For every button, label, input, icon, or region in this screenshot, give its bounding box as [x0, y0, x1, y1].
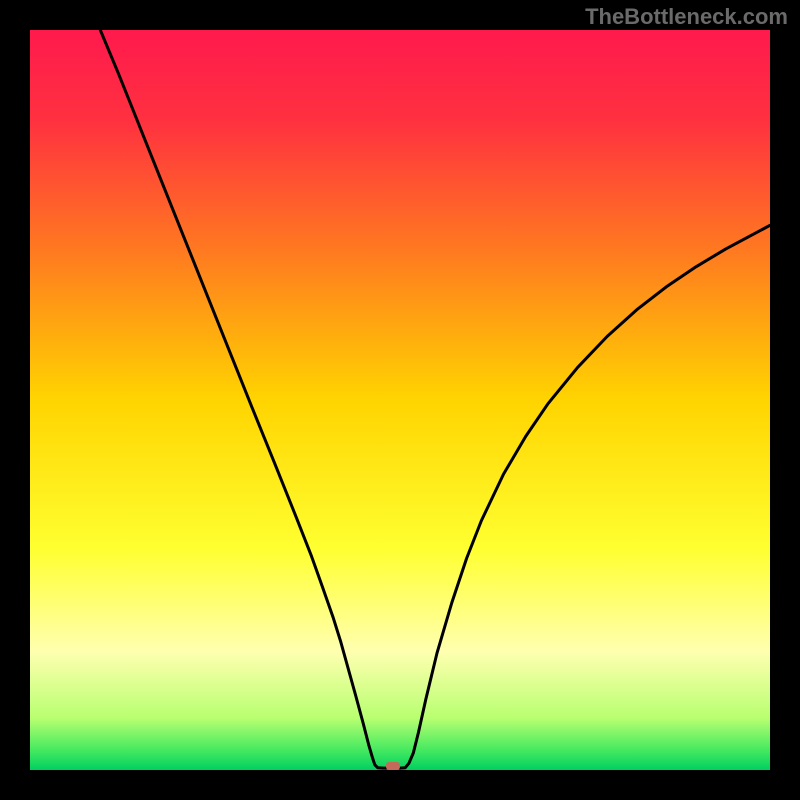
bottleneck-curve — [30, 30, 770, 770]
plot-area — [30, 30, 770, 770]
optimal-point-marker — [386, 762, 400, 770]
chart-container: TheBottleneck.com — [0, 0, 800, 800]
watermark-text: TheBottleneck.com — [585, 4, 788, 30]
